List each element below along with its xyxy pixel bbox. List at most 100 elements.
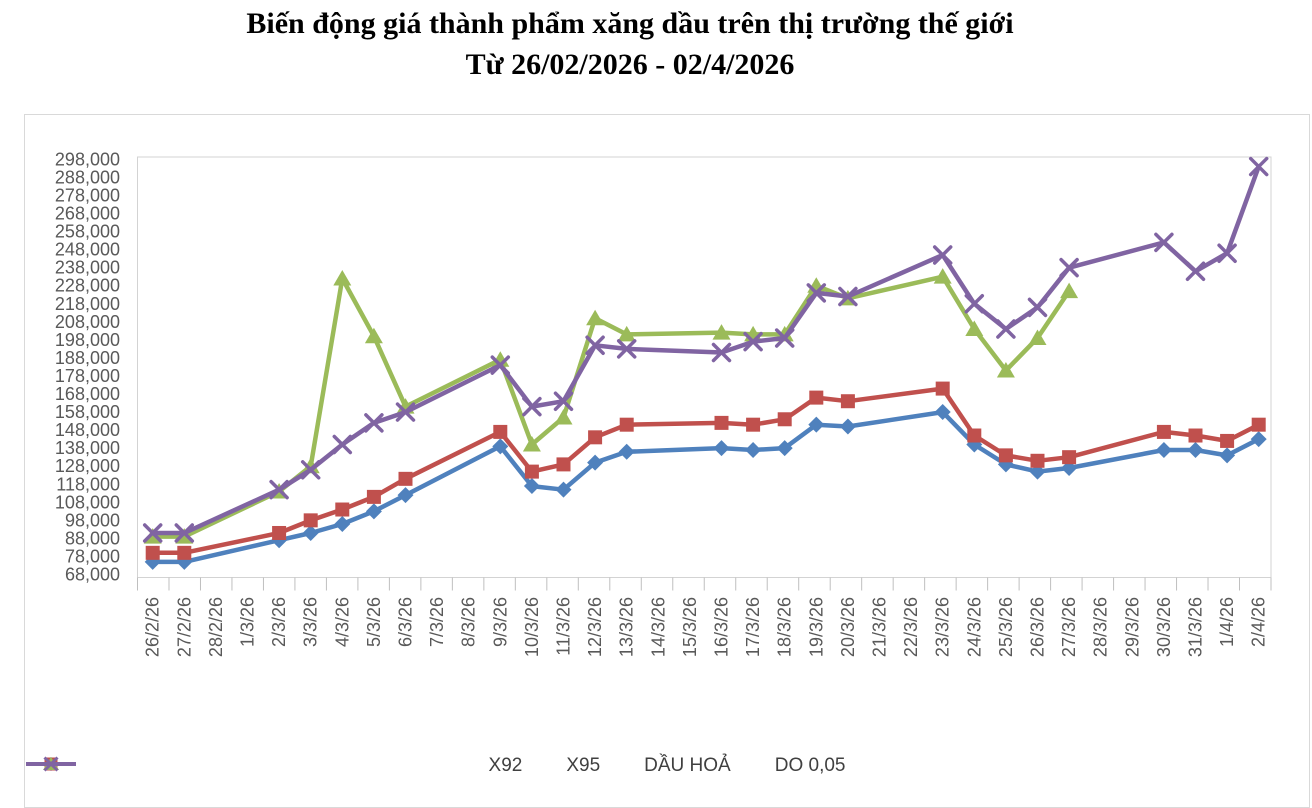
- data-point-square: [1251, 417, 1266, 432]
- data-point-square: [746, 417, 761, 432]
- data-point-square: [619, 417, 634, 432]
- y-axis-label: 178,000: [55, 366, 120, 386]
- x-axis-label: 1/4/26: [1217, 597, 1237, 647]
- data-point-triangle: [333, 269, 352, 286]
- data-point-diamond: [1155, 441, 1172, 458]
- x-axis-label: 16/3/26: [712, 597, 732, 657]
- data-point-triangle: [617, 325, 636, 342]
- data-point-square: [272, 525, 287, 540]
- data-point-square: [777, 412, 792, 427]
- data-point-diamond: [776, 440, 793, 457]
- data-point-x: [490, 355, 511, 375]
- data-point-diamond: [334, 515, 351, 532]
- y-axis-label: 278,000: [55, 185, 120, 205]
- data-point-square: [1188, 428, 1203, 443]
- x-axis-label: 28/3/26: [1091, 597, 1111, 657]
- y-axis-label: 268,000: [55, 204, 120, 224]
- x-axis-label: 2/3/26: [269, 597, 289, 647]
- data-point-triangle: [965, 320, 984, 337]
- series-x92: [144, 404, 1267, 570]
- x-axis-label: 18/3/26: [775, 597, 795, 657]
- x-axis-label: 26/2/26: [143, 597, 163, 657]
- data-point-x: [743, 331, 763, 352]
- data-point-x: [269, 479, 289, 500]
- x-axis-label: 9/3/26: [490, 597, 510, 647]
- data-point-square: [145, 545, 160, 560]
- series-markers-dauhoa: [143, 268, 1079, 544]
- data-point-triangle: [364, 327, 383, 344]
- data-point-x: [616, 339, 637, 359]
- legend-item-dauhoa: DẦU HOẢ: [26, 755, 731, 777]
- data-point-diamond: [1250, 431, 1267, 448]
- data-point-square: [998, 448, 1013, 463]
- y-axis-label: 158,000: [55, 402, 120, 422]
- data-point-x: [806, 283, 827, 303]
- x-axis-label: 6/3/26: [396, 597, 416, 647]
- y-axis-label: 168,000: [55, 384, 120, 404]
- data-point-diamond: [713, 440, 730, 457]
- series-line-x92: [150, 409, 1261, 565]
- chart-title-block: Biến động giá thành phẩm xăng dầu trên t…: [0, 4, 1260, 85]
- y-axis-label: 188,000: [55, 348, 120, 368]
- x-axis-label: 27/3/26: [1059, 597, 1079, 657]
- data-point-x: [774, 328, 795, 348]
- chart-subtitle: Từ 26/02/2026 - 02/4/2026: [465, 47, 795, 81]
- legend-item-do005: DO 0,05: [26, 755, 846, 777]
- y-axis-label: 258,000: [55, 222, 120, 242]
- y-axis-label: 88,000: [65, 528, 120, 548]
- y-axis-label: 228,000: [55, 276, 120, 296]
- legend-label-do005: DO 0,05: [774, 755, 846, 776]
- data-point-diamond: [839, 418, 856, 435]
- x-axis-label: 30/3/26: [1154, 597, 1174, 657]
- data-point-x: [395, 402, 416, 422]
- data-point-x: [1059, 257, 1079, 278]
- x-axis-label: 13/3/26: [617, 597, 637, 657]
- x-axis-ticks: [137, 577, 1272, 591]
- data-point-square: [493, 424, 508, 439]
- data-point-square: [967, 428, 982, 443]
- x-axis-label: 24/3/26: [964, 597, 984, 657]
- x-axis-labels: 26/2/26 27/2/26 28/2/26 1/3/26 2/3/26 3/3/26 4…: [143, 597, 1269, 657]
- x-axis-label: 22/3/26: [901, 597, 921, 657]
- data-point-square: [1030, 453, 1045, 468]
- x-axis-label: 31/3/26: [1186, 597, 1206, 657]
- data-point-x: [1027, 297, 1048, 318]
- data-point-x: [300, 460, 321, 480]
- series-x95: [145, 381, 1266, 560]
- y-axis-label: 108,000: [55, 492, 120, 512]
- y-axis-label: 198,000: [55, 330, 120, 350]
- chart-legend: X92 X95 DẦU HOẢ DO 0,05: [25, 755, 1309, 777]
- x-axis-label: 14/3/26: [648, 597, 668, 657]
- y-axis-label: 78,000: [65, 546, 120, 566]
- data-point-square: [335, 502, 350, 517]
- series-do005: [142, 156, 1269, 543]
- y-axis-label: 68,000: [65, 565, 120, 585]
- legend-x-icon: [43, 756, 59, 772]
- data-point-diamond: [1219, 447, 1236, 464]
- data-point-x: [364, 413, 384, 433]
- x-axis-label: 8/3/26: [459, 597, 479, 647]
- data-point-triangle: [996, 362, 1015, 378]
- data-point-diamond: [618, 443, 635, 460]
- legend-item-x92: X92: [26, 755, 522, 777]
- y-axis-labels: 298,000288,000278,000268,000258,000248,0…: [55, 149, 120, 584]
- legend-item-x95: X95: [26, 755, 600, 777]
- y-axis-label: 218,000: [55, 294, 120, 314]
- data-point-diamond: [555, 481, 572, 498]
- y-axis-label: 138,000: [55, 438, 120, 458]
- data-point-x: [585, 335, 605, 356]
- x-axis-label: 20/3/26: [838, 597, 858, 657]
- x-axis-label: 3/3/26: [301, 597, 321, 647]
- data-point-x: [1185, 261, 1206, 282]
- data-point-square: [398, 471, 413, 486]
- data-point-square: [1156, 424, 1171, 439]
- x-axis-label: 1/3/26: [238, 597, 258, 647]
- data-point-square: [840, 394, 855, 409]
- data-point-diamond: [492, 438, 509, 455]
- data-point-square: [588, 430, 603, 445]
- chart-area: 298,000 288,000 278,000 268,000 258,000 248,0…: [24, 114, 1310, 808]
- x-axis-label: 28/2/26: [206, 597, 226, 657]
- data-point-x: [1154, 232, 1174, 253]
- data-point-triangle: [933, 268, 952, 284]
- x-axis-label: 27/2/26: [174, 597, 194, 657]
